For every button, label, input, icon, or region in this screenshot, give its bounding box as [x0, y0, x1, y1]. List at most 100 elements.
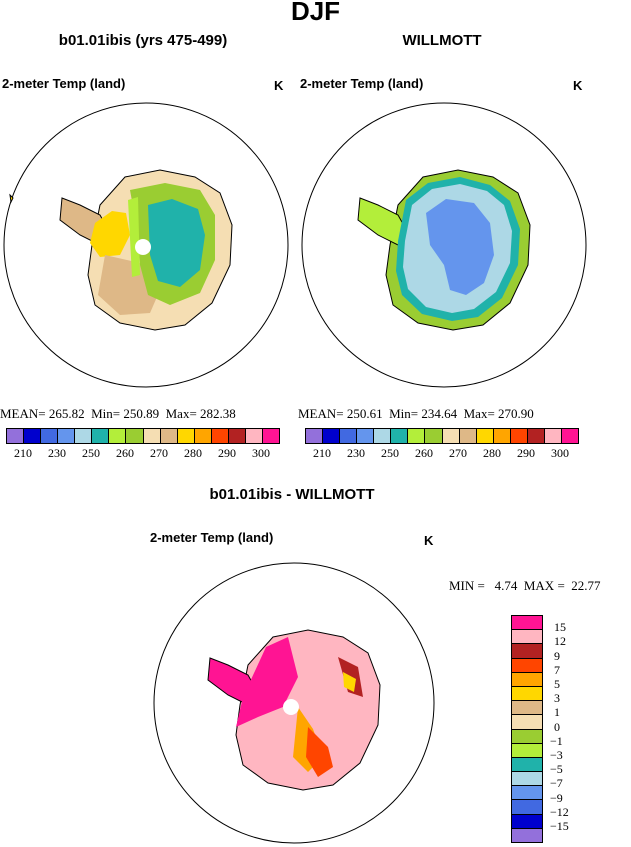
colorbar-swatch [357, 429, 375, 443]
colorbar-swatch [442, 429, 460, 443]
colorbar-swatch [58, 429, 76, 443]
colorbar-tick-label: 280 [184, 446, 202, 460]
colorbar-swatch [143, 429, 161, 443]
colorbar-tick-label: 3 [554, 691, 560, 706]
colorbar-swatch [194, 429, 212, 443]
colorbar-swatch [425, 429, 443, 443]
min-value: 234.64 [421, 406, 458, 421]
colorbar-tick-label: 270 [150, 446, 168, 460]
colorbar-swatch [323, 429, 341, 443]
max-label: Max= [165, 406, 197, 421]
colorbar-tick-label: 230 [48, 446, 66, 460]
stats-line: MEAN= 265.82 Min= 250.89 Max= 282.38 [0, 406, 236, 422]
colorbar-swatch [228, 429, 246, 443]
map-obs-temp [301, 102, 587, 388]
colorbar-swatch [511, 813, 543, 828]
colorbar-tick-label: 260 [116, 446, 134, 460]
colorbar-obs [305, 428, 579, 444]
colorbar-swatch [511, 728, 543, 743]
colorbar-swatch [511, 685, 543, 701]
colorbar-tick-label: 260 [415, 446, 433, 460]
panel-variable-label: 2-meter Temp (land) [300, 76, 424, 91]
panel-title-text: WILLMOTT [402, 32, 482, 49]
colorbar-tick-label: −12 [550, 804, 569, 819]
colorbar-swatch [511, 771, 543, 786]
colorbar-tick-label: 290 [218, 446, 236, 460]
min-value: 250.89 [123, 406, 160, 421]
colorbar-swatch [177, 429, 195, 443]
colorbar-tick-label: 290 [517, 446, 535, 460]
colorbar-tick-label: 1 [554, 705, 560, 720]
min-label: MIN = [449, 578, 485, 593]
colorbar-swatch [459, 429, 477, 443]
colorbar-tick-label: 250 [381, 446, 399, 460]
max-label: Max= [463, 406, 495, 421]
colorbar-swatch [262, 429, 279, 443]
colorbar-swatch [75, 429, 93, 443]
colorbar-swatch [511, 827, 543, 842]
colorbar-tick-label: 0 [554, 719, 560, 734]
colorbar-tick-label: −15 [550, 819, 569, 833]
stats-line: MEAN= 250.61 Min= 234.64 Max= 270.90 [298, 406, 534, 422]
colorbar-tick-label: −9 [550, 790, 563, 805]
mean-value: 265.82 [48, 406, 85, 421]
colorbar-swatch [340, 429, 358, 443]
max-value: 22.77 [571, 578, 601, 593]
colorbar-swatch [24, 429, 42, 443]
colorbar-swatch [374, 429, 392, 443]
antarctica-model-field [59, 169, 233, 331]
min-value: 4.74 [494, 578, 518, 593]
colorbar-swatch [511, 756, 543, 772]
colorbar-tick-label: −3 [550, 748, 563, 762]
colorbar-swatch [544, 429, 562, 443]
colorbar-swatch [245, 429, 263, 443]
colorbar-swatch [306, 429, 324, 443]
colorbar-tick-label: 5 [554, 677, 560, 691]
min-label: Min= [91, 406, 121, 421]
colorbar-swatch [109, 429, 127, 443]
antarctica-obs-field [357, 169, 531, 331]
figure-title: DJF [290, 0, 341, 26]
colorbar-model [6, 428, 280, 444]
colorbar-swatch [511, 742, 543, 757]
colorbar-tick-label: 270 [449, 446, 467, 460]
max-value: 270.90 [498, 406, 534, 421]
max-value: 282.38 [200, 406, 236, 421]
panel-variable-label: 2-meter Temp (land) [2, 76, 126, 91]
colorbar-swatch [7, 429, 25, 443]
colorbar-diff-labels: 15 12 9 7 5 3 1 0 −1 −3 −5 −7 −9 −12 −15 [550, 615, 610, 845]
max-label: MAX = [523, 578, 565, 593]
colorbar-tick-label: −1 [550, 733, 563, 748]
colorbar-swatch [391, 429, 409, 443]
island-marker [9, 193, 14, 204]
map-model-temp [3, 102, 289, 388]
mean-label: MEAN= [298, 406, 344, 421]
colorbar-swatch [160, 429, 178, 443]
colorbar-tick-label: −5 [550, 762, 563, 777]
colorbar-swatch [510, 429, 528, 443]
colorbar-swatch [493, 429, 511, 443]
colorbar-swatch [476, 429, 494, 443]
panel-units-label: K [424, 533, 434, 548]
diff-stats-line: MIN = 4.74 MAX = 22.77 [449, 578, 601, 594]
map-diff-temp [153, 562, 435, 844]
colorbar-obs-labels: 210 230 250 260 270 280 290 300 [305, 446, 577, 462]
colorbar-swatch [41, 429, 59, 443]
mean-label: MEAN= [0, 406, 46, 421]
colorbar-swatch [511, 629, 543, 644]
colorbar-model-labels: 210 230 250 260 270 280 290 300 [6, 446, 278, 462]
panel-title-text: b01.01ibis (yrs 475-499) [58, 32, 228, 49]
colorbar-tick-label: 210 [313, 446, 331, 460]
panel-units-label: K [573, 78, 583, 93]
panel-units-label: K [274, 78, 284, 93]
colorbar-tick-label: 230 [347, 446, 365, 460]
colorbar-tick-label: 280 [483, 446, 501, 460]
colorbar-swatch [511, 671, 543, 686]
antarctica-diff-field [207, 629, 381, 791]
mean-value: 250.61 [346, 406, 383, 421]
panel-variable-label: 2-meter Temp (land) [150, 530, 274, 545]
colorbar-tick-label: 250 [82, 446, 100, 460]
colorbar-tick-label: −7 [550, 776, 563, 791]
colorbar-swatch [92, 429, 110, 443]
colorbar-tick-label: 300 [252, 446, 270, 460]
